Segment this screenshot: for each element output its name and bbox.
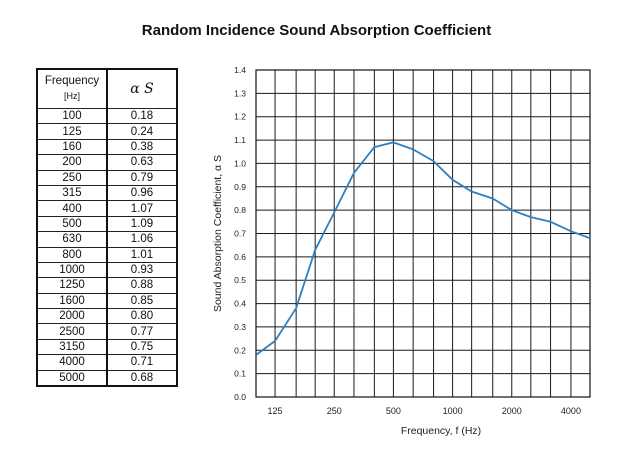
alpha-cell: 0.77 [106, 323, 178, 340]
frequency-header: Frequency [Hz] [36, 68, 108, 109]
table-row: 3150 0.75 [36, 338, 178, 356]
table-row: 2500 0.77 [36, 323, 178, 340]
y-tick-label: 0.5 [234, 275, 246, 285]
absorption-table: Frequency [Hz] α S 100 0.18 125 0.24 160 0.38… [36, 68, 178, 388]
frequency-cell: 800 [36, 246, 108, 263]
frequency-cell: 2000 [36, 308, 108, 325]
chart-title: Random Incidence Sound Absorption Coeffi… [141, 22, 492, 39]
x-tick-label: 125 [268, 406, 283, 416]
y-tick-label: 1.2 [234, 112, 246, 122]
y-tick-label: 0.7 [234, 229, 246, 239]
y-tick-label: 0.9 [234, 182, 246, 192]
frequency-header-label: Frequency [44, 75, 100, 87]
frequency-cell: 1000 [36, 261, 108, 279]
alpha-cell: 0.75 [106, 338, 178, 356]
y-tick-label: 0.0 [234, 392, 246, 402]
table-row: 315 0.96 [36, 184, 178, 202]
table-row: 2000 0.80 [36, 308, 178, 325]
frequency-cell: 1250 [36, 277, 108, 294]
frequency-cell: 2500 [36, 323, 108, 340]
y-tick-label: 1.1 [234, 135, 246, 145]
absorption-series-line [255, 141, 591, 356]
frequency-cell: 1600 [36, 292, 108, 310]
y-tick-label: 0.4 [234, 299, 246, 309]
y-tick-label: 1.4 [234, 65, 246, 75]
x-axis-label: Frequency, f (Hz) [401, 425, 481, 437]
table-row: 1250 0.88 [36, 277, 178, 294]
frequency-cell: 200 [36, 154, 108, 171]
frequency-cell: 500 [36, 215, 108, 233]
table-row: 1000 0.93 [36, 261, 178, 279]
y-tick-label: 0.3 [234, 322, 246, 332]
frequency-cell: 4000 [36, 354, 108, 371]
table-row: 100 0.18 [36, 107, 178, 125]
x-tick-label: 2000 [502, 406, 522, 416]
alpha-cell: 0.80 [106, 308, 178, 325]
y-tick-label: 0.8 [234, 205, 246, 215]
table-row: 200 0.63 [36, 154, 178, 171]
alpha-header-label: α S [130, 81, 154, 97]
table-body: 100 0.18 125 0.24 160 0.38 200 0.63 250 0.79 315 0.… [36, 107, 178, 387]
frequency-cell: 315 [36, 184, 108, 202]
x-tick-label: 1000 [443, 406, 463, 416]
alpha-cell: 0.88 [106, 277, 178, 294]
table-row: 250 0.79 [36, 169, 178, 186]
table-row: 1600 0.85 [36, 292, 178, 310]
x-tick-label: 4000 [561, 406, 581, 416]
y-tick-label: 1.3 [234, 88, 246, 98]
table-row: 5000 0.68 [36, 369, 178, 387]
table-row: 500 1.09 [36, 215, 178, 233]
y-tick-label: 1.0 [234, 158, 246, 168]
table-row: 4000 0.71 [36, 354, 178, 371]
x-tick-label: 250 [327, 406, 342, 416]
y-tick-label: 0.1 [234, 369, 246, 379]
alpha-cell: 0.85 [106, 292, 178, 310]
alpha-cell: 0.68 [106, 369, 178, 387]
alpha-cell: 0.96 [106, 184, 178, 202]
alpha-cell: 0.71 [106, 354, 178, 371]
frequency-header-unit: [Hz] [63, 91, 80, 101]
y-tick-label: 0.6 [234, 252, 246, 262]
x-tick-label: 500 [386, 406, 401, 416]
alpha-cell: 0.63 [106, 154, 178, 171]
table-row: 800 1.01 [36, 246, 178, 263]
frequency-cell: 3150 [36, 338, 108, 356]
alpha-cell: 0.93 [106, 261, 178, 279]
frequency-cell: 100 [36, 107, 108, 125]
alpha-cell: 1.01 [106, 246, 178, 263]
plot-frame [255, 69, 591, 398]
y-axis-label: Sound Absorption Coefficient, α S [212, 155, 224, 312]
y-tick-label: 0.2 [234, 345, 246, 355]
alpha-cell: 0.18 [106, 107, 178, 125]
frequency-cell: 5000 [36, 369, 108, 387]
